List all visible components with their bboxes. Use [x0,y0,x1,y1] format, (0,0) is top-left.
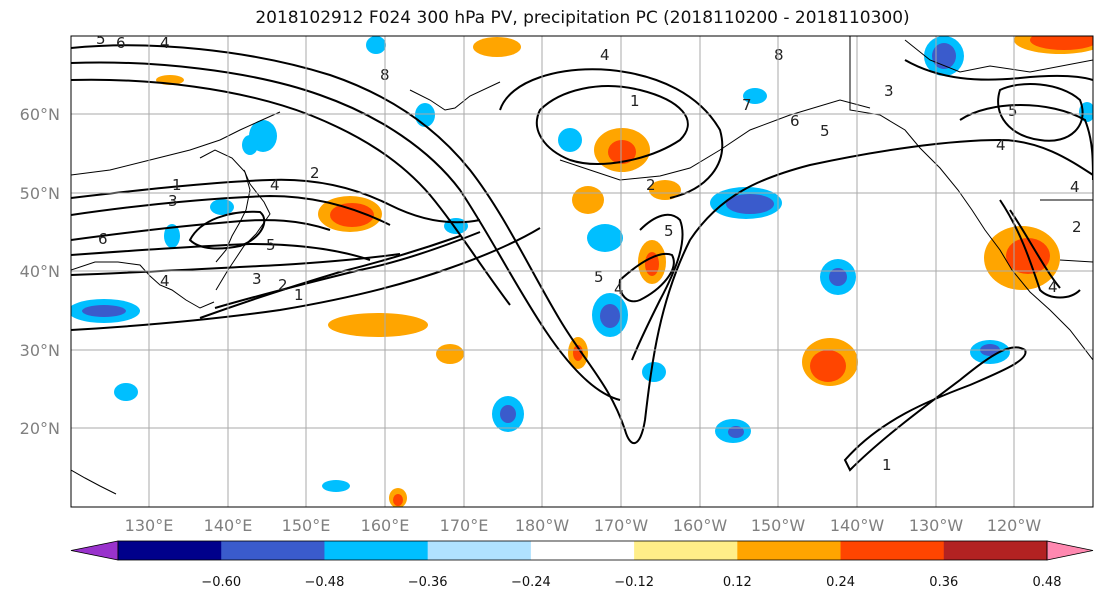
contour-label: 4 [160,34,170,52]
contour-label: 3 [252,270,262,288]
colorbar-swatch [324,541,429,560]
lon-label: 130°W [909,516,964,535]
contour-label: 1 [172,176,182,194]
contour-label: 5 [96,30,106,48]
colorbar-labels: −0.60 −0.48 −0.36 −0.24 −0.12 0.12 0.24 0.36 0.4… [201,575,1062,590]
contour-label: 1 [294,286,304,304]
chart-title: 2018102912 F024 300 hPa PV, precipitatio… [255,8,910,28]
contour-label: 4 [1070,178,1080,196]
contour-label: 4 [600,46,610,64]
lat-label: 20°N [20,419,60,438]
colorbar-tick-label: −0.36 [408,575,448,590]
contour-label: 5 [820,122,830,140]
contour-label: 5 [1008,102,1018,120]
map-frame [70,35,1094,508]
lon-label: 150°E [282,516,331,535]
colorbar-swatch [427,541,532,560]
lon-label: 150°W [751,516,806,535]
contour-label: 6 [790,112,800,130]
contour-label: 6 [98,230,108,248]
contour-label: 6 [116,34,126,52]
contour-label: 1 [882,456,892,474]
colorbar-outline [117,540,1048,561]
contour-label: 5 [664,222,674,240]
colorbar-swatch [634,541,738,560]
latitude-labels: 60°N 50°N 40°N 30°N 20°N [20,105,60,438]
lon-label: 170°E [440,516,489,535]
colorbar-swatch [118,541,222,560]
contour-label: 2 [646,176,656,194]
longitude-labels: 130°E 140°E 150°E 160°E 170°E 180°W 170°… [125,516,1042,535]
contour-label: 5 [594,268,604,286]
colorbar-tick-label: −0.60 [201,575,241,590]
colorbar [70,540,1094,561]
colorbar-swatch [840,541,945,560]
colorbar-extend-low [70,540,119,561]
colorbar-tick-label: 0.24 [826,575,855,590]
contour-labels: 5 6 4 8 4 1 1 2 3 4 6 5 3 2 1 4 2 5 5 4 … [96,30,1082,474]
contour-label: 8 [774,46,784,64]
lat-label: 30°N [20,341,60,360]
contour-label: 4 [270,176,280,194]
coastlines [71,36,1093,495]
colorbar-swatch [221,541,325,560]
lon-label: 130°E [125,516,174,535]
colorbar-extend-high [1046,540,1094,561]
colorbar-tick-label: −0.24 [511,575,551,590]
lon-label: 170°W [594,516,649,535]
contour-label: 3 [884,82,894,100]
contour-label: 4 [996,136,1006,154]
contour-label: 4 [160,272,170,290]
contour-label: 4 [1048,278,1058,296]
colorbar-tick-label: 0.36 [929,575,958,590]
lon-label: 140°E [204,516,253,535]
colorbar-swatch [530,541,635,560]
colorbar-tick-label: −0.12 [614,575,654,590]
lat-label: 60°N [20,105,60,124]
colorbar-tick-label: 0.48 [1033,575,1062,590]
contour-label: 1 [630,92,640,110]
lon-label: 160°E [361,516,410,535]
lat-label: 40°N [20,262,60,281]
colorbar-tick-label: 0.12 [723,575,752,590]
contour-label: 4 [614,280,624,298]
contour-label: 2 [310,164,320,182]
colorbar-tick-label: −0.48 [305,575,345,590]
lon-label: 180°W [515,516,570,535]
contour-label: 2 [1072,218,1082,236]
lat-label: 50°N [20,184,60,203]
colorbar-swatch [943,541,1048,560]
contour-label: 7 [742,96,752,114]
contour-label: 2 [278,276,288,294]
gridlines [71,36,1093,507]
contour-label: 5 [266,236,276,254]
contour-label: 3 [168,192,178,210]
lon-label: 140°W [830,516,885,535]
colorbar-swatch [737,541,842,560]
lon-label: 120°W [987,516,1042,535]
lon-label: 160°W [673,516,728,535]
